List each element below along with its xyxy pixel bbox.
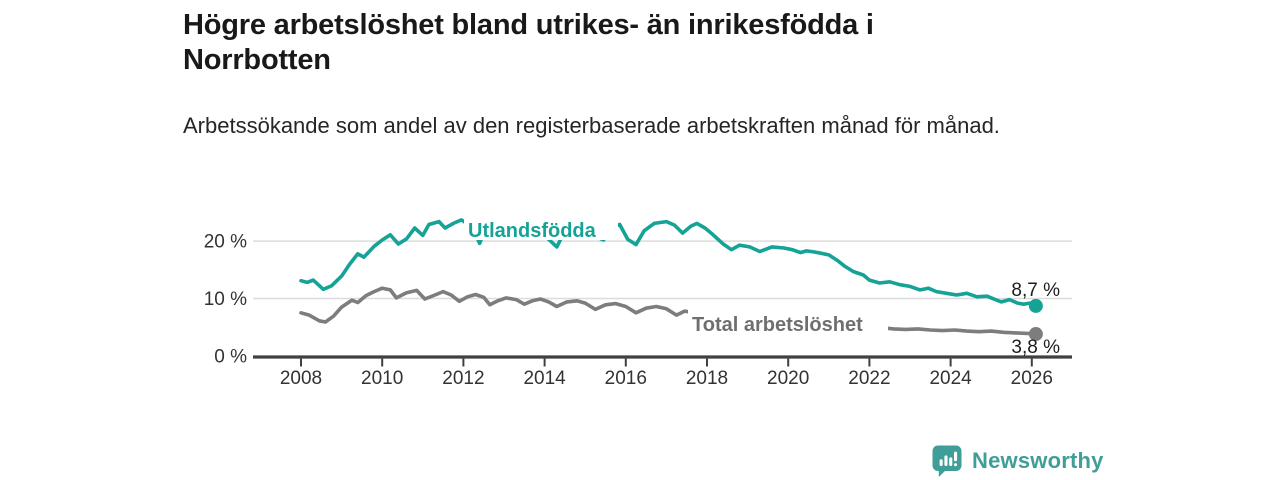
y-tick-label: 0 % — [214, 346, 247, 367]
series-line — [299, 218, 1038, 308]
x-tick-label: 2018 — [686, 368, 728, 389]
x-tick-label: 2024 — [929, 368, 972, 389]
series-label-mask — [464, 216, 618, 240]
series-end-dot — [1028, 298, 1043, 313]
x-tick-label: 2016 — [605, 368, 647, 389]
series-end-dot — [1028, 327, 1043, 342]
y-tick-label: 20 % — [204, 232, 247, 253]
chart-subtitle: Arbetssökande som andel av den registerb… — [183, 113, 1000, 138]
series-label: Utlandsfödda — [468, 220, 597, 242]
x-tick-label: 2008 — [280, 368, 322, 389]
x-tick-label: 2014 — [523, 368, 566, 389]
x-tick-label: 2012 — [442, 368, 484, 389]
x-tick-label: 2026 — [1011, 368, 1053, 389]
series-label-mask — [688, 310, 888, 337]
newsworthy-chart-bubble-icon — [931, 444, 963, 478]
y-tick-label: 10 % — [204, 289, 247, 310]
newsworthy-brand: Newsworthy — [931, 444, 1104, 478]
series-end-value-label: 3,8 % — [1011, 337, 1060, 358]
x-tick-label: 2010 — [361, 368, 403, 389]
series-end-value-label: 8,7 % — [1011, 280, 1060, 301]
series-line — [299, 286, 1038, 336]
page-title: Högre arbetslöshet bland utrikes- än inr… — [183, 9, 874, 76]
x-tick-label: 2020 — [767, 368, 809, 389]
x-tick-label: 2022 — [848, 368, 890, 389]
series-label: Total arbetslöshet — [692, 314, 863, 336]
brand-name: Newsworthy — [972, 448, 1104, 473]
